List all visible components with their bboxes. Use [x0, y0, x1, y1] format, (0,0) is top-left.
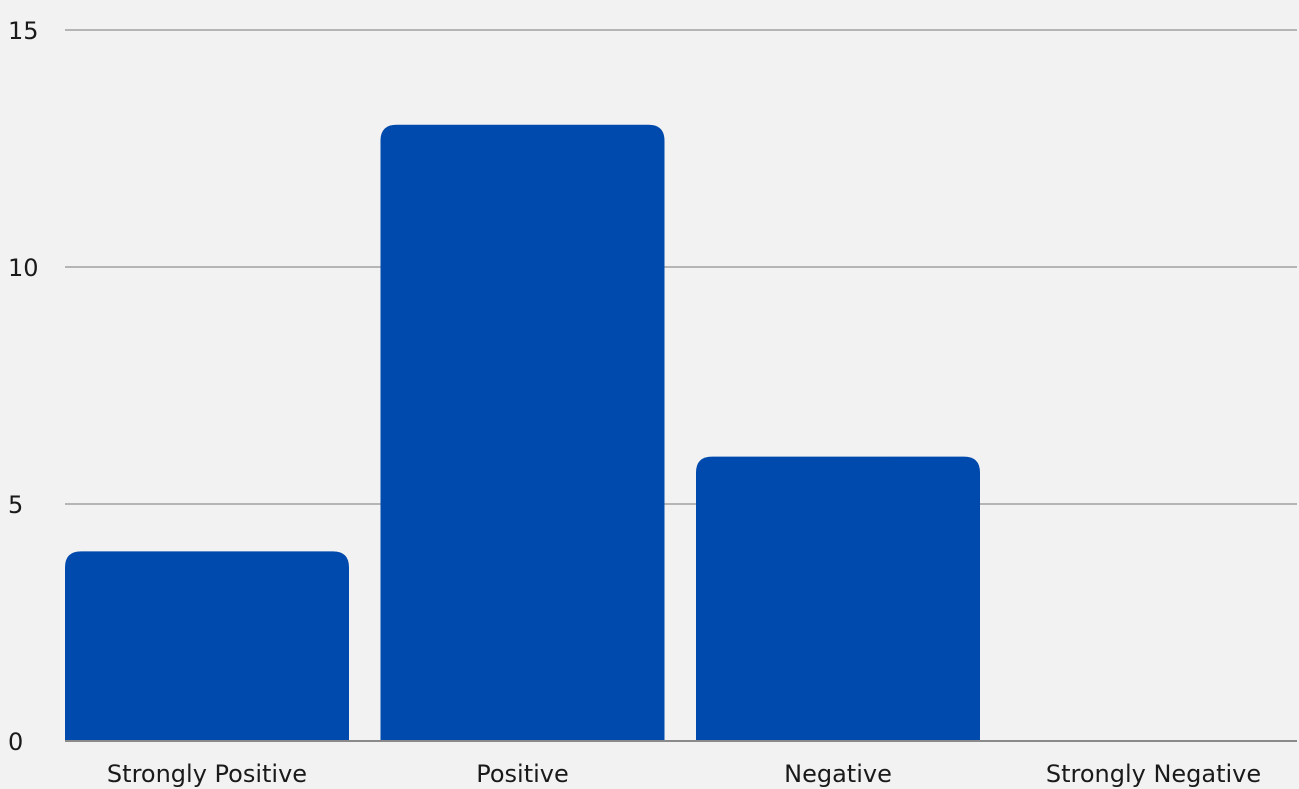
x-category-label: Strongly Positive	[107, 760, 307, 788]
gridlines	[65, 29, 1297, 505]
bar-positive	[380, 124, 665, 742]
x-axis-labels: Strongly Positive Positive Negative Strongl…	[107, 760, 1261, 788]
x-category-label: Negative	[784, 760, 892, 788]
y-tick-label: 15	[8, 17, 39, 45]
bar-strongly-positive	[65, 551, 349, 741]
bar-negative	[696, 456, 980, 741]
x-category-label: Positive	[476, 760, 569, 788]
bars	[65, 124, 980, 742]
y-axis-ticks: 0 5 10 15	[8, 17, 39, 756]
y-tick-label: 5	[8, 491, 23, 519]
y-tick-label: 0	[8, 728, 23, 756]
y-tick-label: 10	[8, 254, 39, 282]
x-category-label: Strongly Negative	[1046, 760, 1261, 788]
